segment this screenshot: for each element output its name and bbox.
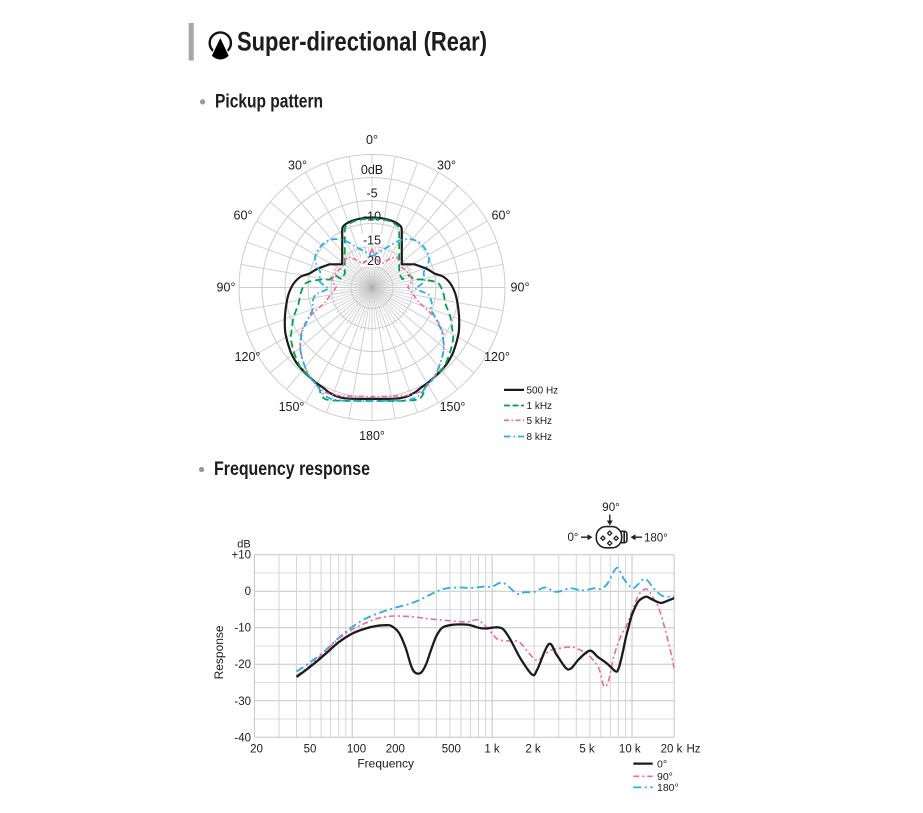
svg-text:180°: 180° <box>657 782 679 794</box>
svg-text:2 k: 2 k <box>525 744 541 756</box>
svg-text:-30: -30 <box>234 696 251 708</box>
svg-text:5 k: 5 k <box>579 744 595 756</box>
svg-text:60°: 60° <box>234 209 253 223</box>
svg-text:Frequency response: Frequency response <box>214 459 370 480</box>
svg-text:0°: 0° <box>657 758 667 770</box>
svg-text:5 kHz: 5 kHz <box>527 416 553 427</box>
svg-text:120°: 120° <box>484 350 510 364</box>
svg-text:0°: 0° <box>366 133 378 147</box>
svg-text:200: 200 <box>386 744 405 756</box>
svg-text:Hz: Hz <box>686 744 700 756</box>
svg-text:90°: 90° <box>657 771 673 783</box>
svg-text:0°: 0° <box>568 532 579 544</box>
svg-text:150°: 150° <box>279 400 305 414</box>
svg-text:Pickup pattern: Pickup pattern <box>215 92 323 113</box>
svg-text:0: 0 <box>245 586 251 598</box>
svg-text:-20: -20 <box>234 659 251 671</box>
svg-text:100: 100 <box>347 744 366 756</box>
svg-text:dB: dB <box>237 539 250 551</box>
svg-text:180°: 180° <box>359 429 385 443</box>
svg-text:1 k: 1 k <box>484 744 500 756</box>
svg-text:500 Hz: 500 Hz <box>527 386 559 397</box>
svg-text:-20: -20 <box>363 254 381 268</box>
svg-text:Frequency: Frequency <box>357 757 414 771</box>
svg-text:-10: -10 <box>234 623 251 635</box>
svg-text:90°: 90° <box>602 502 619 514</box>
svg-text:10 k: 10 k <box>619 744 641 756</box>
svg-text:500: 500 <box>442 744 461 756</box>
svg-text:50: 50 <box>304 744 317 756</box>
svg-text:-40: -40 <box>234 732 251 744</box>
svg-text:-15: -15 <box>363 234 381 248</box>
svg-text:20: 20 <box>250 744 263 756</box>
svg-text:20 k: 20 k <box>661 744 683 756</box>
svg-text:150°: 150° <box>440 400 466 414</box>
svg-text:+10: +10 <box>231 550 251 562</box>
svg-text:Super-directional (Rear): Super-directional (Rear) <box>237 27 487 57</box>
svg-text:180°: 180° <box>644 533 668 545</box>
svg-text:120°: 120° <box>235 350 261 364</box>
svg-text:60°: 60° <box>492 209 511 223</box>
svg-text:1 kHz: 1 kHz <box>527 401 553 412</box>
svg-text:90°: 90° <box>217 281 236 295</box>
svg-text:8 kHz: 8 kHz <box>527 432 553 443</box>
svg-text:Response: Response <box>212 625 226 679</box>
svg-text:0dB: 0dB <box>361 163 383 177</box>
svg-text:30°: 30° <box>288 159 307 173</box>
svg-text:-5: -5 <box>366 187 377 201</box>
svg-text:90°: 90° <box>511 281 530 295</box>
svg-text:30°: 30° <box>437 159 456 173</box>
